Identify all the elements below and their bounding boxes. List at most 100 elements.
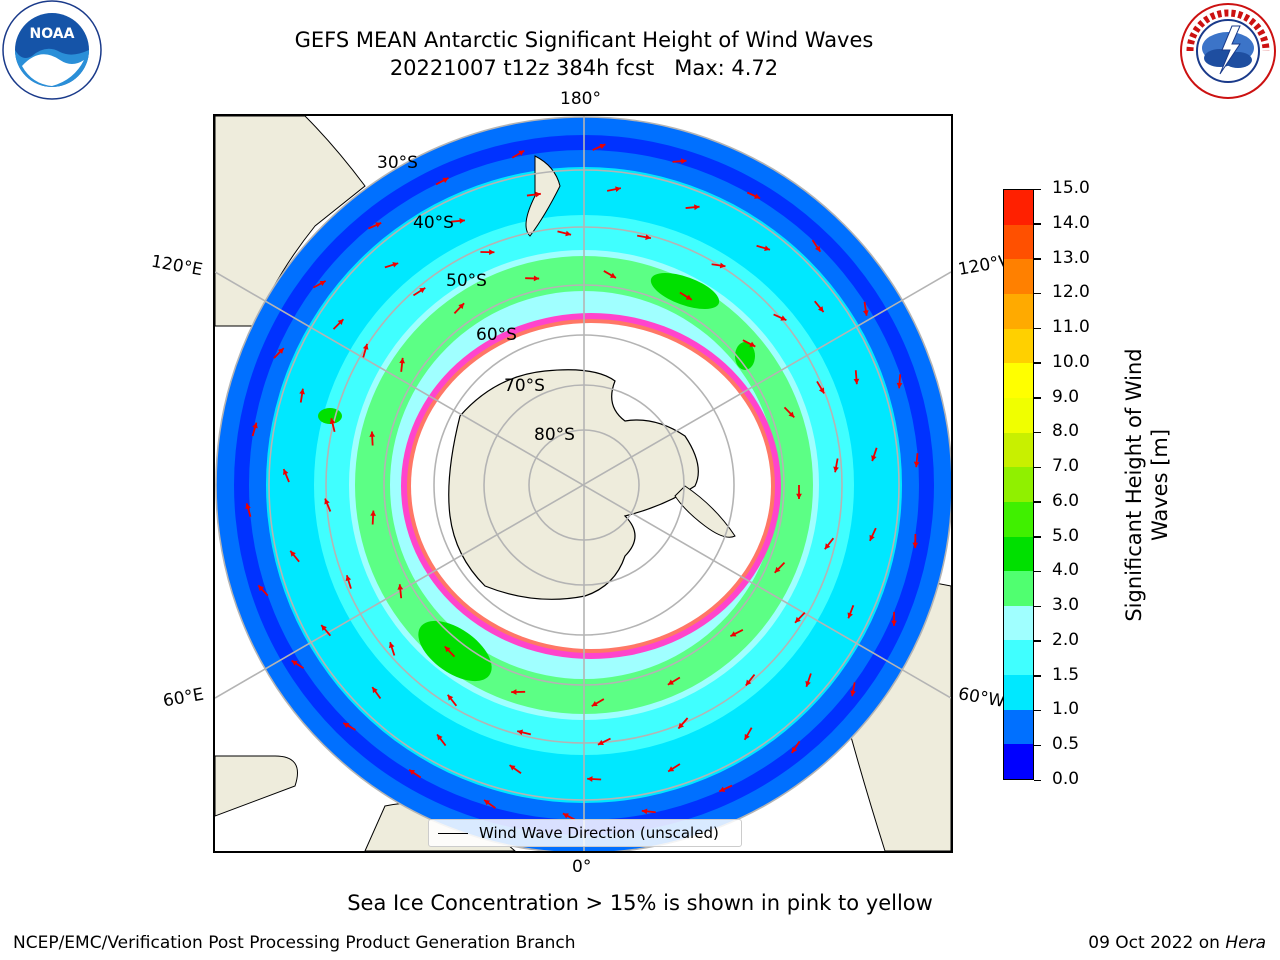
wave-direction-arrowhead <box>442 177 449 183</box>
map-legend: Wind Wave Direction (unscaled) <box>428 819 742 847</box>
wave-direction-arrowhead <box>780 315 787 321</box>
polar-map <box>215 116 951 851</box>
colorbar-segment <box>1004 605 1033 641</box>
footer-branch: NCEP/EMC/Verification Post Processing Pr… <box>13 933 576 953</box>
wave-direction-arrowhead <box>685 294 692 300</box>
colorbar-tick-label: 13.0 <box>1052 247 1090 268</box>
colorbar-tick-label: 7.0 <box>1052 456 1080 477</box>
colorbar-segment <box>1004 294 1033 329</box>
wave-direction-arrowhead <box>694 204 700 211</box>
lat-label-80s: 80°S <box>534 425 575 445</box>
wave-direction-arrowhead <box>245 503 251 510</box>
wave-direction-arrowhead <box>397 584 404 590</box>
colorbar-tick-mark <box>1034 466 1041 469</box>
legend-line-swatch <box>438 833 468 834</box>
wave-direction-arrowhead <box>535 191 541 198</box>
colorbar-tick-label: 10.0 <box>1052 351 1090 372</box>
wave-direction-arrowhead <box>587 776 593 782</box>
colorbar-segment <box>1004 328 1033 364</box>
wave-direction-arrowhead <box>283 469 289 476</box>
colorbar-tick-mark <box>1034 501 1041 503</box>
wave-direction-arrowhead <box>509 765 516 771</box>
colorbar-label-line1: Significant Height of Wind <box>1122 348 1146 622</box>
wave-direction-arrowhead <box>291 660 298 666</box>
wave-direction-arrowhead <box>815 245 821 252</box>
madagascar-land <box>215 755 298 817</box>
colorbar-tick-label: 8.0 <box>1052 421 1080 442</box>
wave-direction-arrowhead <box>252 422 258 429</box>
lat-label-60s: 60°S <box>476 325 517 345</box>
wave-direction-arrowhead <box>862 310 869 316</box>
wave-direction-arrowhead <box>833 466 839 473</box>
wave-direction-arrowhead <box>730 631 737 637</box>
colorbar-segment <box>1004 536 1033 572</box>
wave-direction-arrowhead <box>667 679 674 685</box>
colorbar-segment <box>1004 363 1033 398</box>
colorbar-segment <box>1004 709 1033 745</box>
wave-direction-arrowhead <box>290 550 296 557</box>
wave-direction-arrowhead <box>591 700 598 707</box>
wave-direction-arrowhead <box>375 222 382 228</box>
colorbar-segment <box>1004 501 1033 537</box>
wave-direction-arrowhead <box>447 694 454 701</box>
colorbar-segment <box>1004 640 1033 676</box>
wave-direction-arrowhead <box>795 616 801 623</box>
colorbar-segment <box>1004 224 1033 260</box>
colorbar-tick-mark <box>1034 709 1041 712</box>
colorbar-tick-mark <box>1034 536 1041 538</box>
wave-direction-arrowhead <box>444 646 451 653</box>
colorbar-tick-label: 11.0 <box>1052 317 1090 338</box>
colorbar-label-line2: Waves [m] <box>1148 428 1172 542</box>
wind-wave-arrows <box>245 143 920 821</box>
wave-direction-arrowhead <box>324 498 330 505</box>
wave-direction-arrowhead <box>891 620 897 626</box>
wave-direction-arrowhead <box>869 534 875 541</box>
colorbar-tick-mark <box>1034 188 1041 190</box>
antarctica-land <box>448 369 699 600</box>
wave-direction-arrowhead <box>277 348 284 354</box>
wave-direction-arrowhead <box>518 150 525 156</box>
wave-direction-arrowhead <box>399 357 405 364</box>
colorbar-tick-mark <box>1034 362 1041 364</box>
wave-direction-arrowhead <box>824 543 831 550</box>
wave-direction-arrowhead <box>847 612 853 619</box>
colorbar-label: Significant Height of Wind Waves [m] <box>1121 348 1173 621</box>
wave-direction-arrowhead <box>372 687 378 694</box>
colorbar-tick-mark <box>1034 779 1041 781</box>
wave-direction-arrowhead <box>511 689 517 695</box>
colorbar-segment <box>1004 571 1033 606</box>
colorbar-tick-label: 4.0 <box>1052 560 1080 581</box>
footer-date-text: 09 Oct 2022 on <box>1088 933 1226 953</box>
legend-label: Wind Wave Direction (unscaled) <box>479 824 719 842</box>
colorbar-tick-label: 2.0 <box>1052 629 1080 650</box>
lat-label-70s: 70°S <box>504 376 545 396</box>
wave-direction-arrowhead <box>562 813 569 819</box>
wave-direction-arrowhead <box>754 193 761 199</box>
colorbar-segment <box>1004 675 1033 710</box>
colorbar-tick-label: 12.0 <box>1052 282 1090 303</box>
wave-direction-arrowhead <box>319 280 326 286</box>
lon-label-0: 0° <box>572 857 592 877</box>
wave-direction-arrowhead <box>489 249 495 256</box>
wave-direction-arrowhead <box>818 387 825 394</box>
wave-direction-arrowhead <box>853 378 860 385</box>
wave-direction-arrowhead <box>615 186 621 193</box>
wave-direction-arrowhead <box>484 799 491 806</box>
map-title: GEFS MEAN Antarctic Significant Height o… <box>294 28 874 52</box>
wave-direction-arrowhead <box>345 575 352 582</box>
wave-direction-arrowhead <box>329 418 336 425</box>
map-frame: 30°S 40°S 50°S 60°S 70°S 80°S Wind Wave … <box>213 114 953 853</box>
lat-label-40s: 40°S <box>413 213 454 233</box>
wave-direction-arrowhead <box>609 272 616 278</box>
wave-direction-arrowhead <box>369 431 376 437</box>
colorbar-tick-label: 14.0 <box>1052 212 1090 233</box>
wave-direction-arrowhead <box>337 319 344 325</box>
wave-direction-arrowhead <box>668 766 675 772</box>
colorbar-tick-label: 1.0 <box>1052 699 1080 720</box>
wave-direction-arrowhead <box>459 218 465 224</box>
colorbar-tick-mark <box>1034 397 1041 399</box>
wave-direction-arrowhead <box>817 306 824 313</box>
wave-direction-arrowhead <box>871 455 877 462</box>
colorbar-tick-mark <box>1034 223 1041 225</box>
colorbar-tick-label: 5.0 <box>1052 525 1080 546</box>
